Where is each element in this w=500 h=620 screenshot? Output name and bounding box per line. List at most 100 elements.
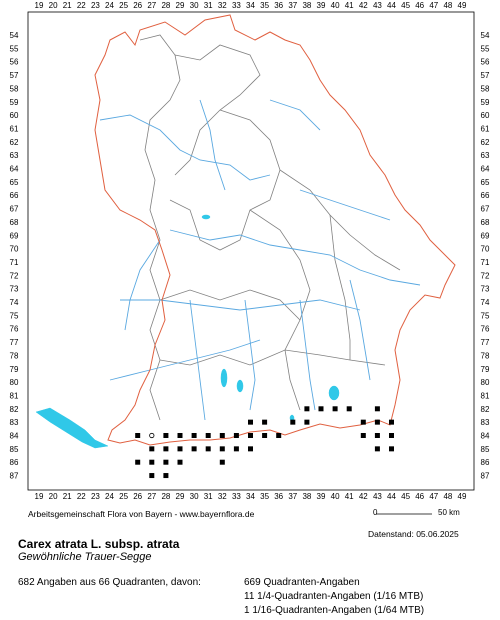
occurrence-marker (191, 446, 197, 452)
row-label-right: 87 (481, 472, 490, 481)
col-label-top: 40 (331, 1, 340, 10)
col-label-bottom: 23 (91, 492, 100, 501)
occurrence-marker (276, 433, 282, 438)
col-label-top: 37 (288, 1, 297, 10)
row-label-left: 65 (10, 178, 19, 187)
col-label-top: 28 (161, 1, 170, 10)
row-label-left: 60 (10, 111, 19, 120)
row-label-right: 77 (481, 338, 490, 347)
row-label-right: 65 (481, 178, 490, 187)
credit-line: Arbeitsgemeinschaft Flora von Bayern - w… (28, 509, 255, 519)
datenstand: Datenstand: 05.06.2025 (368, 529, 459, 539)
row-label-left: 72 (10, 271, 19, 280)
occurrence-marker (233, 446, 239, 452)
col-label-bottom: 48 (443, 492, 452, 501)
col-label-top: 48 (443, 1, 452, 10)
row-label-left: 85 (10, 445, 19, 454)
occurrence-marker (177, 446, 183, 452)
occurrence-marker (219, 446, 225, 452)
col-label-bottom: 36 (274, 492, 283, 501)
row-label-right: 70 (481, 245, 490, 254)
col-label-top: 47 (429, 1, 438, 10)
species-name: Carex atrata L. subsp. atrata (18, 537, 180, 551)
row-label-right: 81 (481, 391, 490, 400)
row-label-right: 74 (481, 298, 490, 307)
row-label-right: 54 (481, 31, 490, 40)
stat-quarter-quadrant: 11 1/4-Quadranten-Angaben (1/16 MTB) (244, 591, 424, 602)
rivers (99, 99, 421, 421)
col-label-bottom: 33 (232, 492, 241, 501)
col-label-bottom: 25 (119, 492, 128, 501)
col-label-bottom: 22 (77, 492, 86, 501)
row-label-right: 62 (481, 138, 490, 147)
species-common-name: Gewöhnliche Trauer-Segge (18, 551, 152, 563)
occurrence-marker (205, 446, 211, 452)
col-label-bottom: 38 (302, 492, 311, 501)
occurrence-marker (149, 473, 155, 479)
occurrence-marker (219, 459, 225, 465)
occurrence-marker (219, 433, 225, 438)
occurrence-marker (233, 433, 239, 438)
row-label-left: 55 (10, 44, 19, 53)
occurrence-marker (248, 433, 253, 438)
occurrence-marker (374, 433, 380, 438)
occurrence-marker (163, 459, 169, 465)
row-label-left: 86 (10, 458, 19, 467)
col-label-bottom: 29 (176, 492, 185, 501)
col-label-bottom: 41 (345, 492, 354, 501)
row-label-left: 82 (10, 405, 19, 414)
col-label-bottom: 42 (359, 492, 368, 501)
row-label-right: 59 (481, 98, 490, 107)
right-axis-labels: 54 55 56 57 58 59 60 61 62 63 64 65 66 67 68 69 70 71 72 73… (481, 31, 490, 481)
row-label-left: 67 (10, 205, 19, 214)
row-label-right: 57 (481, 71, 490, 80)
district-borders (139, 34, 401, 421)
col-label-bottom: 20 (49, 492, 58, 501)
occurrence-marker (389, 446, 394, 452)
col-label-bottom: 28 (161, 492, 170, 501)
row-label-left: 84 (10, 432, 19, 441)
summary-text: 682 Angaben aus 66 Quadranten, davon: (18, 577, 201, 588)
col-label-bottom: 24 (105, 492, 114, 501)
row-label-right: 79 (481, 365, 490, 374)
row-label-right: 58 (481, 84, 490, 93)
col-label-bottom: 47 (429, 492, 438, 501)
col-label-top: 49 (458, 1, 467, 10)
occurrence-marker (374, 406, 380, 412)
col-label-bottom: 39 (317, 492, 326, 501)
col-label-top: 39 (317, 1, 326, 10)
col-label-bottom: 49 (458, 492, 467, 501)
row-label-right: 82 (481, 405, 490, 414)
row-label-right: 64 (481, 165, 490, 174)
col-label-top: 26 (133, 1, 142, 10)
occurrence-marker (191, 433, 197, 438)
lakes (35, 214, 340, 449)
row-label-right: 83 (481, 418, 490, 427)
row-label-right: 76 (481, 325, 490, 334)
col-label-bottom: 31 (204, 492, 213, 501)
row-label-left: 75 (10, 311, 19, 320)
row-label-right: 73 (481, 285, 490, 294)
row-label-left: 81 (10, 391, 19, 400)
row-label-right: 55 (481, 44, 490, 53)
col-label-top: 21 (63, 1, 72, 10)
scale-bar: 0 50 km (373, 508, 460, 517)
occurrence-marker (205, 433, 211, 438)
col-label-bottom: 21 (63, 492, 72, 501)
row-label-right: 72 (481, 271, 490, 280)
col-label-top: 19 (35, 1, 44, 10)
row-label-left: 69 (10, 231, 19, 240)
occurrence-marker (389, 433, 394, 438)
row-label-left: 80 (10, 378, 19, 387)
occurrence-marker (177, 459, 183, 465)
row-label-right: 69 (481, 231, 490, 240)
occurrence-marker (318, 406, 324, 412)
row-label-left: 70 (10, 245, 19, 254)
occurrence-marker (163, 433, 169, 438)
col-label-top: 34 (246, 1, 255, 10)
row-label-left: 73 (10, 285, 19, 294)
row-label-right: 56 (481, 58, 490, 67)
col-label-top: 46 (415, 1, 424, 10)
occurrence-marker (163, 473, 169, 479)
col-label-bottom: 34 (246, 492, 255, 501)
